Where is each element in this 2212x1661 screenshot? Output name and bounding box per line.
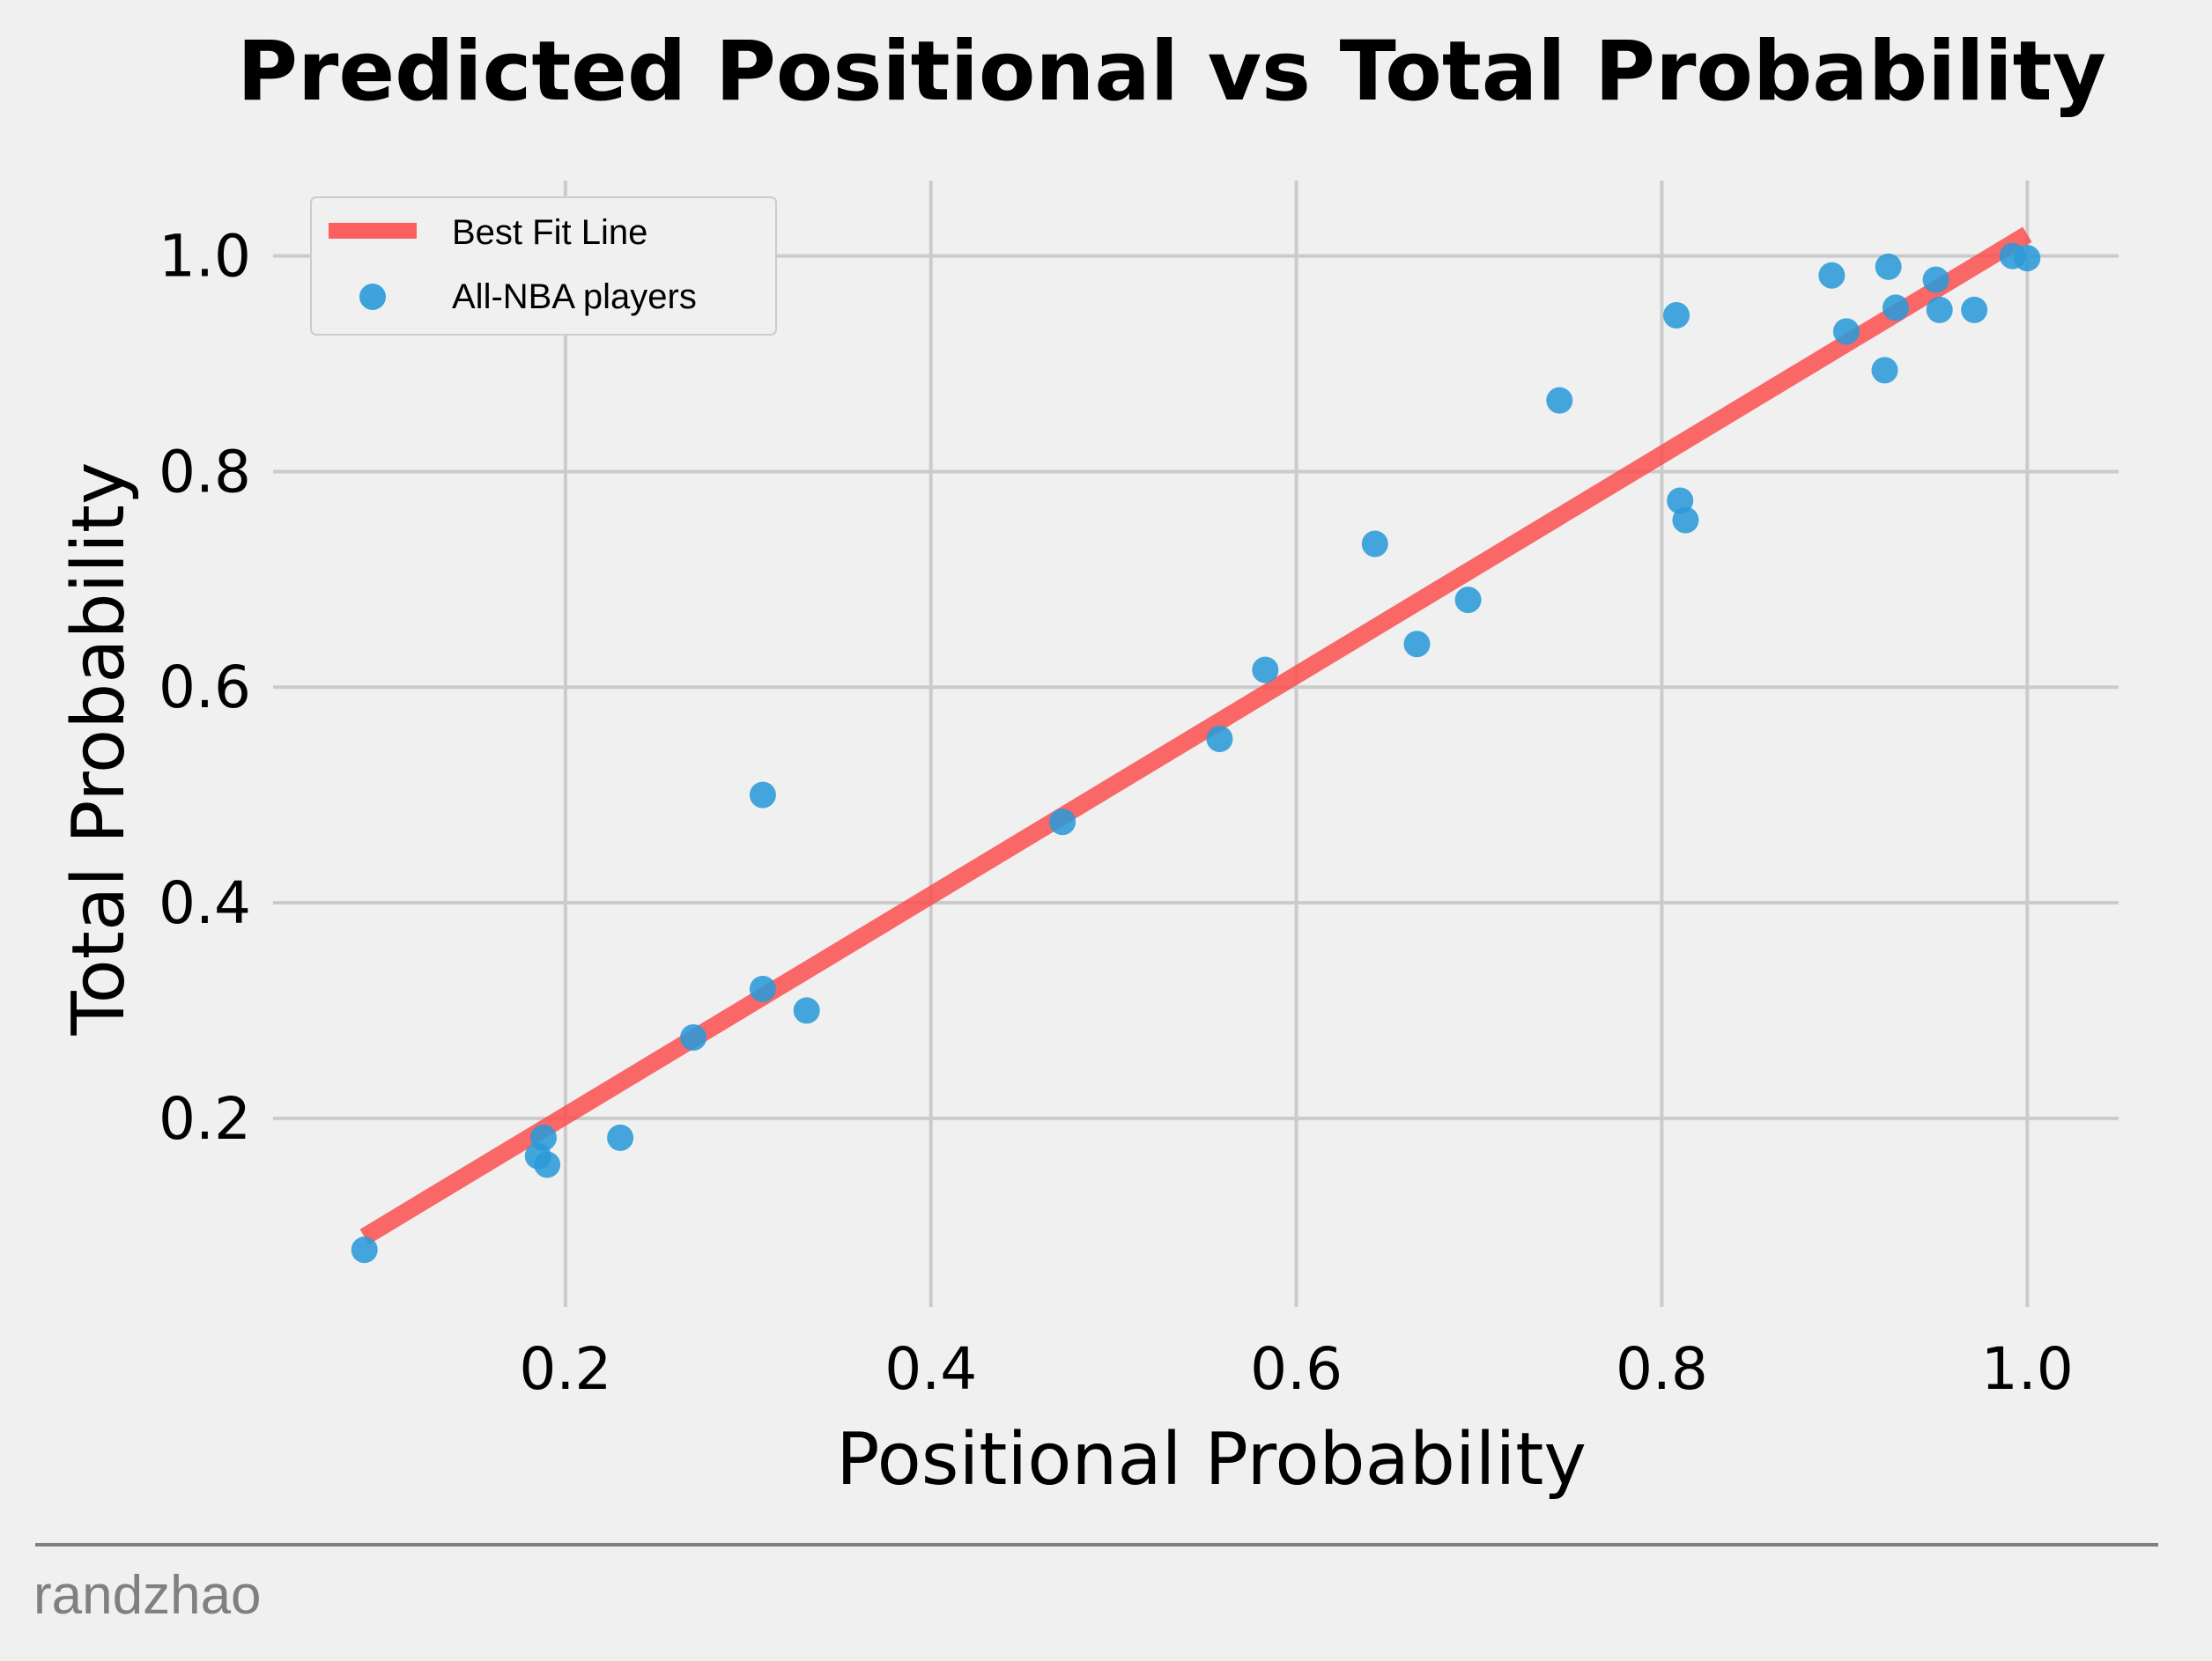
x-tick-label: 0.4 xyxy=(884,1335,977,1403)
y-tick-label: 1.0 xyxy=(159,223,251,291)
y-tick-label: 0.2 xyxy=(159,1085,251,1153)
scatter-point xyxy=(1875,253,1902,280)
scatter-point xyxy=(1922,266,1949,293)
y-tick-label: 0.6 xyxy=(159,653,251,721)
scatter-point xyxy=(1049,808,1076,836)
scatter-point xyxy=(1546,387,1573,414)
scatter-point xyxy=(1961,296,1988,323)
chart-title: Predicted Positional vs Total Probabilit… xyxy=(237,24,2106,120)
scatter-point xyxy=(1818,262,1846,289)
y-axis-label: Total Probability xyxy=(57,461,141,1036)
scatter-point xyxy=(1252,656,1279,683)
best-fit-line xyxy=(359,226,2032,1245)
scatter-point xyxy=(1882,294,1909,321)
best-fit-line-group xyxy=(359,226,2032,1245)
y-tick-label: 0.4 xyxy=(159,869,251,937)
scatter-point xyxy=(607,1124,634,1151)
scatter-point xyxy=(1206,725,1233,752)
scatter-point xyxy=(680,1024,707,1052)
scatter-point xyxy=(1361,530,1388,557)
scatter-points xyxy=(351,242,2041,1264)
scatter-point xyxy=(749,781,776,808)
scatter-point xyxy=(1454,587,1482,614)
scatter-point xyxy=(351,1237,378,1264)
y-tick-labels: 0.2 0.4 0.6 0.8 1.0 xyxy=(159,223,251,1153)
legend: Best Fit Line All-NBA players xyxy=(310,196,777,336)
legend-label-best-fit-line: Best Fit Line xyxy=(452,213,647,252)
x-axis-label: Positional Probability xyxy=(836,1418,1587,1502)
scatter-point xyxy=(1663,301,1690,329)
scatter-point xyxy=(534,1151,561,1178)
scatter-point xyxy=(793,997,820,1024)
y-tick-label: 0.8 xyxy=(159,438,251,506)
credit-text: randzhao xyxy=(33,1565,262,1626)
scatter-point xyxy=(1871,357,1898,384)
x-tick-label: 0.6 xyxy=(1250,1335,1343,1403)
scatter-point xyxy=(529,1124,557,1151)
scatter-point xyxy=(1672,506,1699,534)
x-tick-labels: 0.2 0.4 0.6 0.8 1.0 xyxy=(519,1335,2073,1403)
grid xyxy=(273,181,2119,1307)
scatter-point xyxy=(2014,245,2041,272)
legend-swatch-all-nba-players xyxy=(359,284,386,310)
x-tick-label: 0.2 xyxy=(519,1335,611,1403)
legend-box xyxy=(310,196,777,336)
scatter-point xyxy=(1926,296,1953,323)
scatter-point xyxy=(749,975,776,1002)
scatter-point xyxy=(1403,631,1431,658)
scatter-point xyxy=(1832,318,1860,345)
x-tick-label: 1.0 xyxy=(1981,1335,2074,1403)
legend-label-all-nba-players: All-NBA players xyxy=(452,277,697,316)
x-tick-label: 0.8 xyxy=(1616,1335,1708,1403)
